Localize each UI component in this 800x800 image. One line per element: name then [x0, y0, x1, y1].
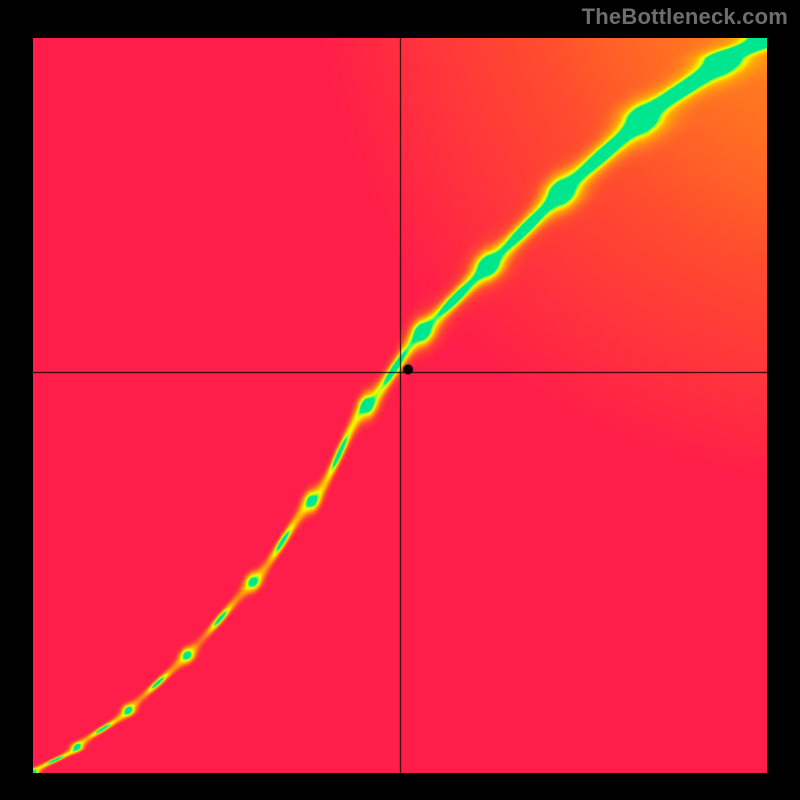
- watermark-label: TheBottleneck.com: [582, 4, 788, 30]
